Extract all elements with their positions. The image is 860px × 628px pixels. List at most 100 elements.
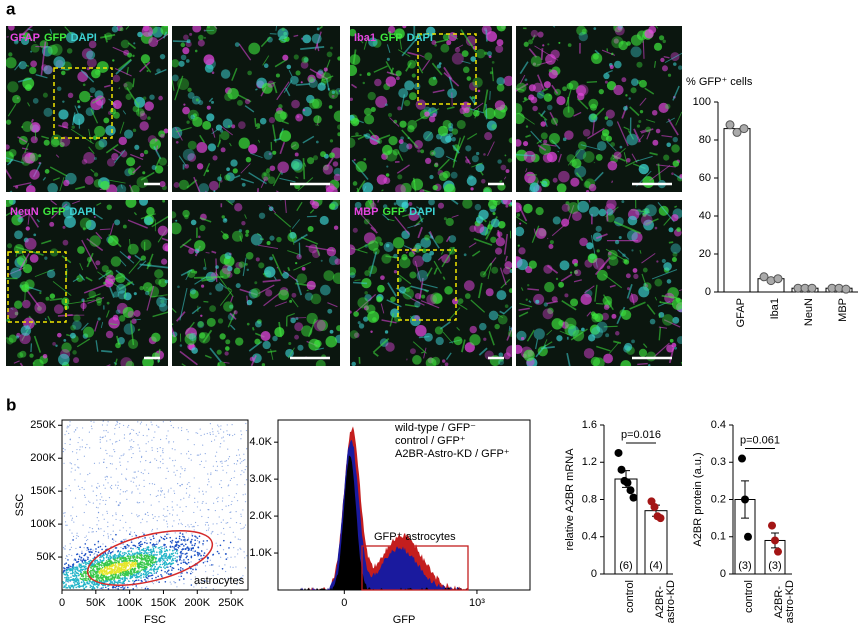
event [244,484,246,486]
event [150,538,152,541]
event [125,479,127,481]
event [115,587,117,590]
event [102,420,104,422]
fiber [182,243,200,253]
label-line: astro-KD [665,580,677,623]
event [99,556,101,559]
event [206,548,208,550]
fiber [273,276,277,281]
event [105,564,107,566]
event [76,532,78,534]
y-axis-label: % GFP⁺ cells [686,76,753,88]
event [129,555,132,558]
event [162,458,164,460]
event [190,561,192,563]
event [225,553,227,555]
x-tick-label: 0 [59,597,65,609]
y-tick-label: 50K [36,551,56,563]
event [112,541,114,543]
event [119,558,121,561]
cell [590,356,601,366]
cell [528,260,537,269]
event [229,526,231,528]
cell [187,153,197,162]
event [90,425,93,427]
event [109,486,112,488]
event [183,578,185,580]
event [83,455,85,457]
fiber [272,82,278,94]
event [221,437,223,439]
fiber [251,326,255,331]
event [182,539,185,541]
cell [504,304,509,308]
cell [376,138,383,144]
cell [308,76,315,83]
event [124,577,127,580]
event [69,462,71,464]
cell [529,182,540,192]
cell [77,100,81,104]
fiber [117,58,132,71]
event [110,577,113,580]
cell [381,144,393,156]
cell [519,222,522,225]
event [138,431,140,433]
event [130,550,133,553]
cell [301,325,313,337]
cell [625,273,631,279]
fiber [9,190,13,192]
cell [225,172,235,182]
event [172,557,174,560]
event [128,449,130,451]
fiber [355,293,377,313]
cell [588,183,597,192]
cell [261,363,266,366]
event [111,577,114,579]
event [187,558,190,561]
event [240,528,242,530]
event [103,461,105,463]
cell [648,26,657,34]
cell [8,26,15,31]
cell [113,291,120,298]
event [88,551,91,553]
cell [182,47,190,55]
fiber [389,313,395,327]
event [89,527,91,529]
fiber [433,267,438,275]
cell [671,342,677,348]
event [227,464,229,467]
fiber [240,163,251,174]
event [92,583,95,586]
cell [7,81,19,93]
event [158,581,160,583]
cell [516,103,523,115]
fiber [309,68,329,80]
event [240,515,242,517]
cell [358,323,365,329]
cell [366,304,376,314]
cell [353,158,356,161]
y-axis-label: SSC [14,494,26,517]
event [150,504,152,506]
event [122,527,124,529]
event [119,564,121,567]
event [109,439,111,441]
event [104,487,106,489]
cell [385,173,390,177]
event [133,580,136,583]
fiber [80,322,89,331]
event [153,537,155,540]
event [222,549,225,551]
event [66,427,68,429]
cell [13,39,19,45]
cell [134,96,146,108]
event [167,489,170,491]
cell [289,299,293,303]
event [77,485,80,487]
event [155,459,158,461]
cell [636,61,643,68]
cell [295,261,298,265]
cell [202,120,212,130]
